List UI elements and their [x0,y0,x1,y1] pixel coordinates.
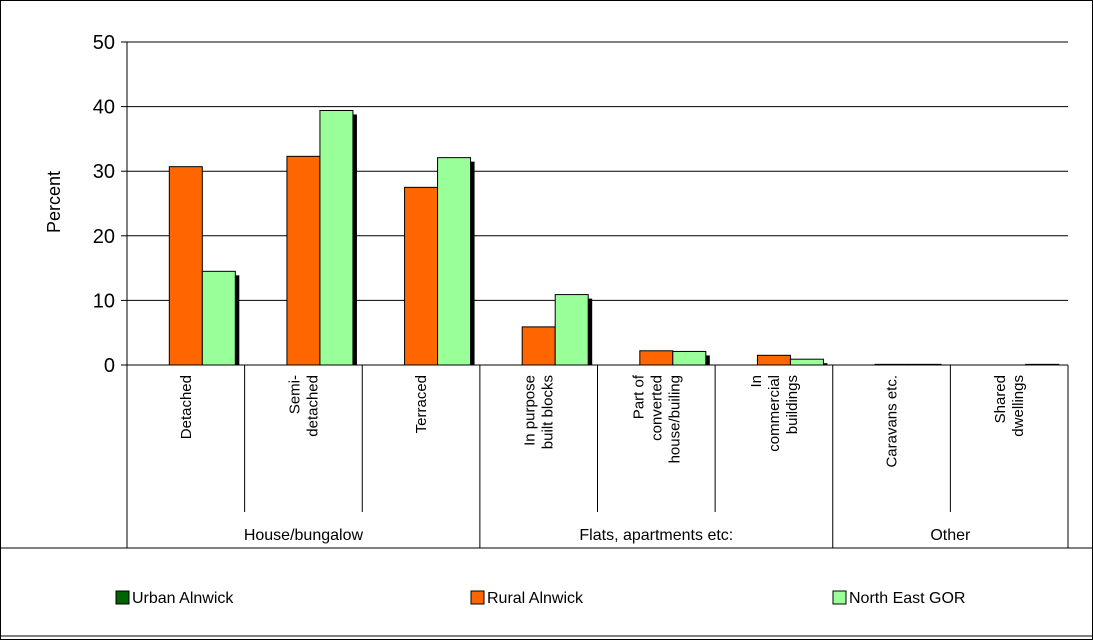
group-label: Other [930,527,971,544]
category-label: built blocks [540,375,557,449]
bar-north-east-gor [201,270,236,366]
category-label: In [748,375,765,388]
y-tick-label: 20 [93,226,115,248]
category-label: Part of [630,374,647,419]
category-label: commercial [766,375,783,452]
group-label: House/bungalow [244,527,364,544]
legend-swatch [115,590,130,605]
category-label: dwellings [1010,375,1027,437]
bar-rural-alnwick [404,186,439,366]
category-label: Caravans etc. [884,375,901,468]
category-label: Terraced [413,375,430,433]
legend-swatch [832,590,847,605]
bar-rural-alnwick [756,354,791,366]
legend-label: Rural Alnwick [487,590,584,607]
y-tick-label: 10 [93,290,115,312]
category-label: Detached [178,375,195,439]
category-label: detached [304,375,321,437]
bar-north-east-gor [672,350,707,366]
y-tick-label: 50 [93,32,115,54]
legend-label: Urban Alnwick [132,590,234,607]
bar-rural-alnwick [639,350,674,366]
legend-swatch [470,590,485,605]
bar-north-east-gor [554,294,589,366]
category-label: house/builing [666,375,683,463]
category-label: In purpose [522,375,539,446]
y-axis-label: Percent [44,171,64,233]
bar-north-east-gor [319,109,354,366]
bar-rural-alnwick [168,166,203,366]
y-tick-label: 40 [93,97,115,119]
category-label: converted [648,375,665,441]
bars [168,109,1060,366]
bar-rural-alnwick [521,326,556,366]
group-label: Flats, apartments etc: [579,527,733,544]
category-label: buildings [784,375,801,434]
y-tick-label: 30 [93,161,115,183]
gridlines [126,41,1068,365]
legend-label: North East GOR [849,590,965,607]
y-axis-ticks: 0 10 20 30 40 50 [93,32,127,377]
bar-rural-alnwick [286,155,321,366]
category-label: Shared [992,375,1009,423]
y-tick-label: 0 [104,355,115,377]
category-label: Semi- [286,375,303,414]
category-axis: Detached Semi-detached Terraced In purpose b… [126,364,1069,548]
bar-north-east-gor [789,358,824,366]
legend: Urban Alnwick Rural Alnwick North East GOR [0,547,1093,637]
bar-north-east-gor [437,157,472,366]
